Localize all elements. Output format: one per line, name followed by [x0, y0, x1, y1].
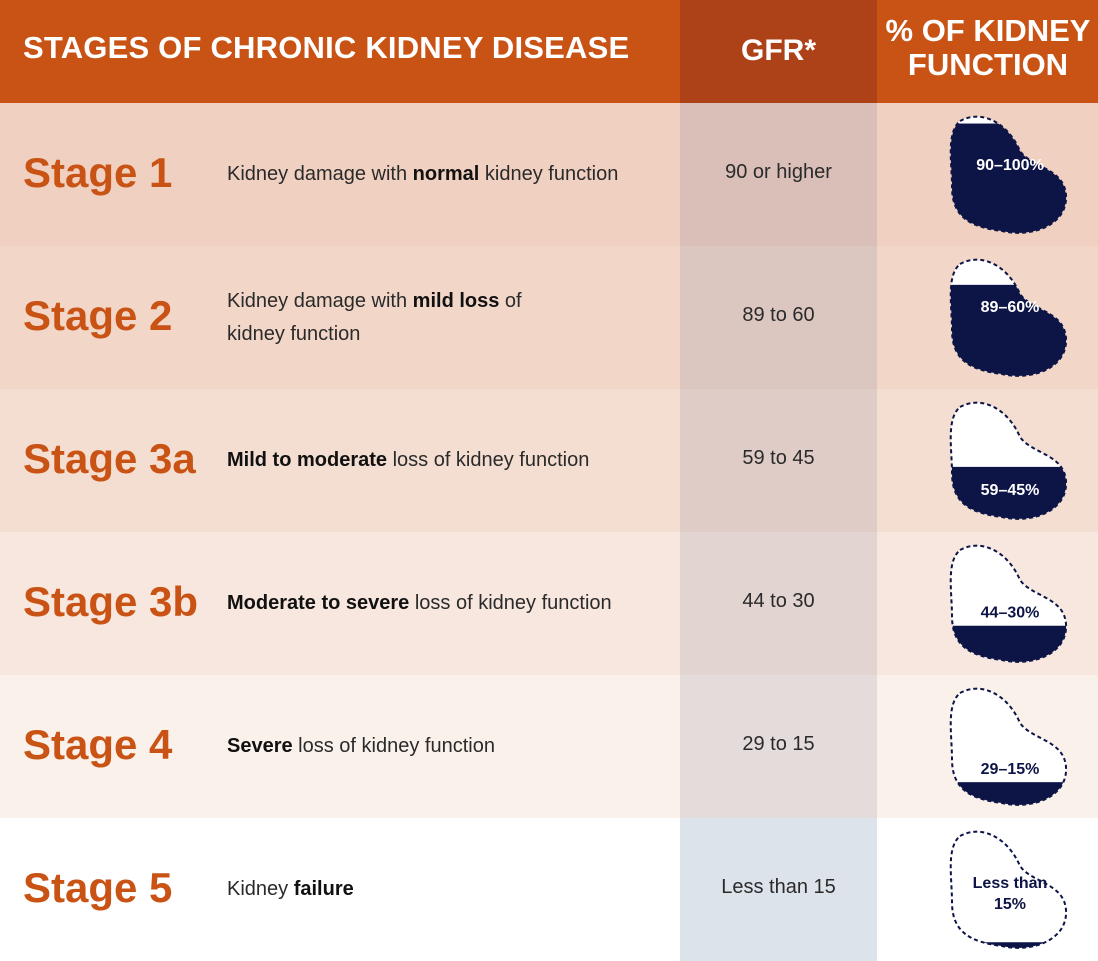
- description-text: loss of kidney function: [387, 449, 590, 471]
- description-emphasis: Moderate to severe: [227, 592, 410, 614]
- description-emphasis: normal: [412, 163, 480, 185]
- description-text: Kidney damage with: [227, 289, 413, 312]
- kidney-percent-label: 59–45%: [981, 482, 1040, 499]
- description-emphasis: failure: [293, 878, 354, 900]
- kidney-percent-label: 15%: [994, 896, 1026, 913]
- kidney-fill-level: [950, 625, 1067, 662]
- table-row: Stage 4 Severe loss of kidney function 29 …: [0, 675, 1098, 818]
- stage-label: Stage 3b: [23, 578, 199, 625]
- description-emphasis: Mild to moderate: [227, 449, 388, 471]
- kidney-outline: [950, 831, 1067, 948]
- description-text: kidney function: [479, 163, 619, 185]
- table-row: Stage 1 Kidney damage with normal kidney …: [0, 103, 1098, 246]
- table-row: Stage 3a Mild to moderate loss of kidney …: [0, 389, 1098, 532]
- header-stages-title: STAGES OF CHRONIC KIDNEY DISEASE: [23, 30, 630, 65]
- stage-description: Kidney damage with mild loss of kidney f…: [227, 246, 667, 389]
- kidney-icon: 44–30%: [940, 542, 1075, 667]
- kidney-dashed-outline: [949, 258, 1068, 377]
- kidney-icon: 89–60%: [940, 256, 1075, 381]
- table-row: Stage 2 Kidney damage with mild loss of k…: [0, 246, 1098, 389]
- stage-description: Kidney damage with normal kidney functio…: [227, 103, 667, 246]
- gfr-value: Less than 15: [721, 876, 836, 898]
- description-emphasis: mild loss: [412, 289, 500, 312]
- kidney-percent-label: Less than: [973, 875, 1048, 892]
- description-emphasis: Severe: [227, 735, 293, 757]
- table-row: Stage 3b Moderate to severe loss of kidne…: [0, 532, 1098, 675]
- header-pct-line2: FUNCTION: [907, 47, 1069, 82]
- description-text: of kidney function: [227, 289, 522, 345]
- gfr-column-cell: [680, 818, 877, 961]
- description-text: Kidney: [227, 878, 294, 900]
- kidney-percent-label: 90–100%: [976, 157, 1044, 174]
- kidney-dashed-outline: [949, 830, 1068, 949]
- header-gfr-cell: [680, 0, 877, 103]
- gfr-column-cell: [680, 246, 877, 389]
- stage-label: Stage 4: [23, 721, 173, 768]
- stage-description: Kidney failure: [227, 818, 667, 961]
- kidney-dashed-outline: [949, 687, 1068, 806]
- kidney-percent-label: 44–30%: [981, 605, 1040, 622]
- table-row: Stage 5 Kidney failure Less than 15 Less th…: [0, 818, 1098, 961]
- stage-description: Severe loss of kidney function: [227, 675, 667, 818]
- gfr-value: 89 to 60: [742, 304, 815, 326]
- kidney-fill-level: [950, 942, 1067, 948]
- stage-label: Stage 2: [23, 292, 173, 339]
- gfr-value: 29 to 15: [742, 733, 815, 755]
- gfr-column-cell: [680, 675, 877, 818]
- kidney-icon: Less than 15%: [940, 828, 1075, 953]
- gfr-value: 44 to 30: [742, 590, 815, 612]
- kidney-outline: [950, 688, 1067, 805]
- gfr-column-cell: [680, 103, 877, 246]
- description-text: loss of kidney function: [292, 735, 495, 757]
- gfr-value: 59 to 45: [742, 447, 815, 469]
- kidney-icon: 29–15%: [940, 685, 1075, 810]
- header-gfr-label: GFR*: [741, 34, 816, 67]
- kidney-dashed-outline: [949, 544, 1068, 663]
- table-header: STAGES OF CHRONIC KIDNEY DISEASE GFR* % …: [0, 0, 1098, 103]
- stage-label: Stage 1: [23, 149, 173, 196]
- gfr-column-cell: [680, 389, 877, 532]
- kidney-percent-label: 29–15%: [981, 761, 1040, 778]
- kidney-fill-level: [950, 782, 1067, 805]
- description-text: loss of kidney function: [409, 592, 612, 614]
- stage-label: Stage 3a: [23, 435, 196, 482]
- gfr-column-cell: [680, 532, 877, 675]
- gfr-value: 90 or higher: [725, 161, 832, 183]
- kidney-icon: 59–45%: [940, 399, 1075, 524]
- stage-label: Stage 5: [23, 864, 173, 911]
- stage-description: Moderate to severe loss of kidney functi…: [227, 532, 667, 675]
- stage-description: Mild to moderate loss of kidney function: [227, 389, 667, 532]
- header-kidney-function-label: % OF KIDNEY FUNCTION: [878, 14, 1098, 82]
- description-text: Kidney damage with: [227, 163, 413, 185]
- kidney-percent-label: 89–60%: [981, 299, 1040, 316]
- header-pct-line1: % OF KIDNEY: [885, 13, 1091, 48]
- kidney-dashed-outline: [949, 401, 1068, 520]
- kidney-dashed-outline: [949, 115, 1068, 234]
- kidney-icon: 90–100%: [940, 113, 1075, 238]
